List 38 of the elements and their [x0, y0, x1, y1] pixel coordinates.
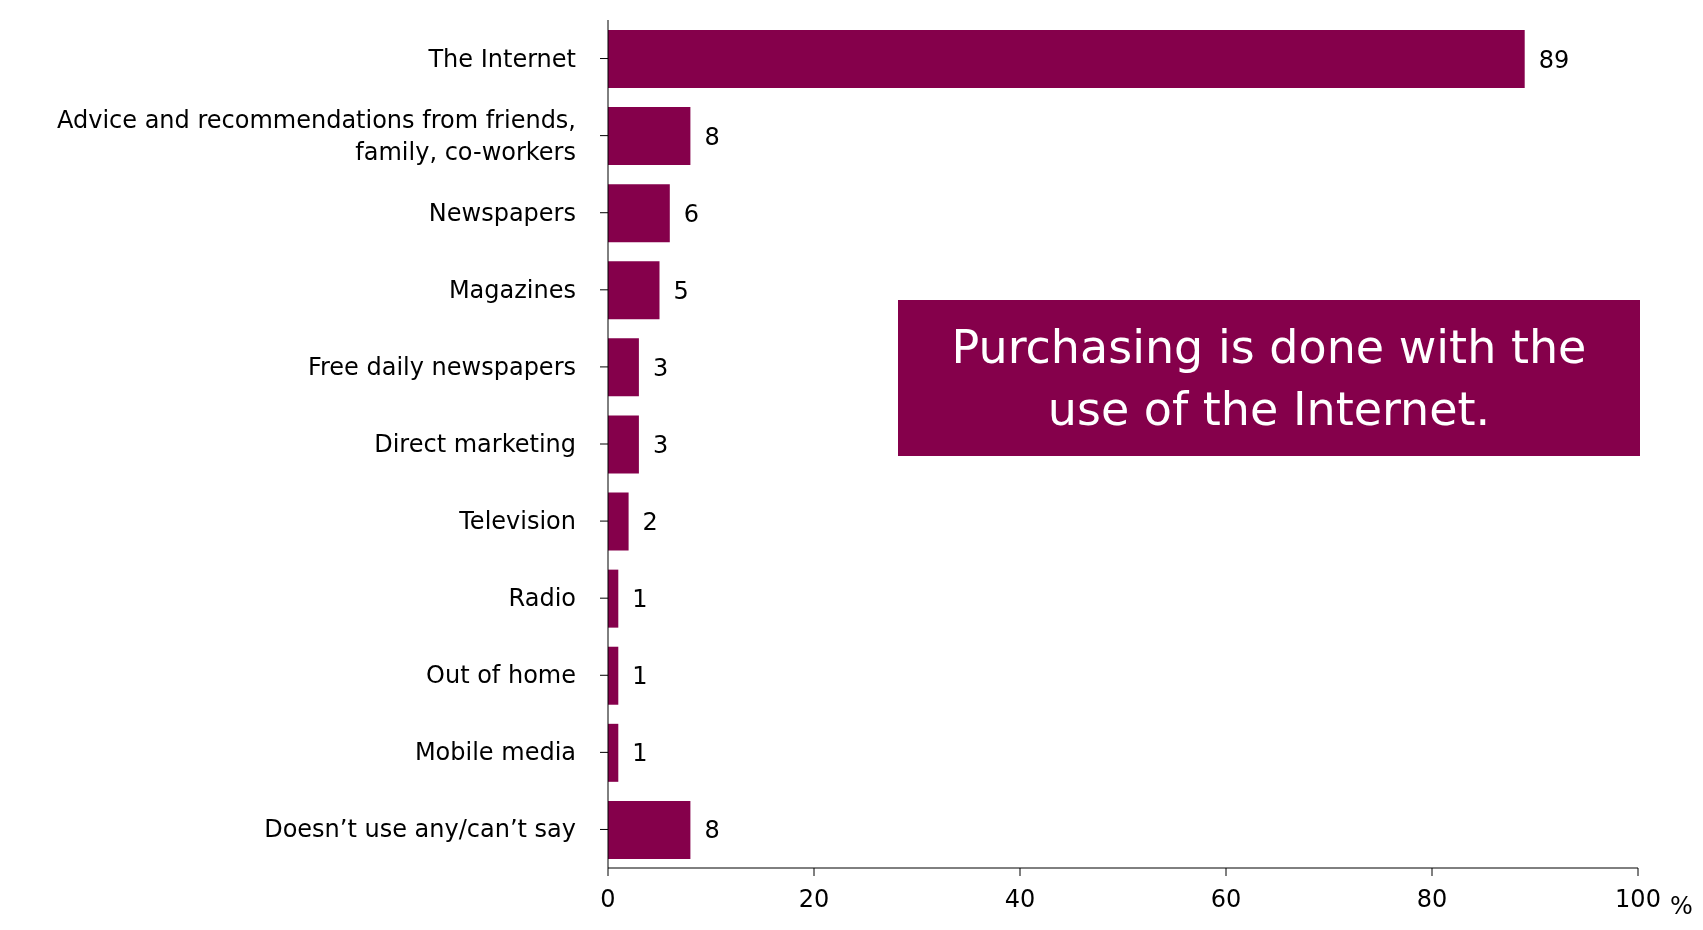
x-tick-label: 20 — [798, 885, 830, 914]
y-tick-label: Magazines — [448, 275, 576, 304]
y-tick-label: Free daily newspapers — [307, 352, 576, 381]
x-tick-label: 40 — [1004, 885, 1036, 914]
bar — [608, 492, 629, 551]
annotation: Purchasing is done with the use of the Internet. — [898, 300, 1640, 456]
data-label: 5 — [673, 276, 689, 305]
y-tick-label: Out of home — [426, 661, 576, 690]
bar — [608, 30, 1525, 88]
bar — [608, 261, 660, 320]
bar — [608, 184, 670, 243]
data-label: 1 — [632, 662, 648, 691]
data-label: 8 — [704, 816, 720, 845]
data-label: 1 — [632, 739, 648, 768]
data-label: 2 — [642, 508, 658, 537]
data-label: 6 — [683, 199, 700, 228]
data-label: 1 — [632, 585, 648, 614]
y-tick-label: Doesn’t use any/can’t say — [264, 815, 576, 844]
data-label: 3 — [652, 430, 669, 459]
y-tick-label: Newspapers — [428, 198, 576, 227]
y-tick-label: Mobile media — [414, 738, 576, 767]
x-tick-label: 60 — [1210, 885, 1242, 914]
x-tick-label: 100 — [1615, 885, 1661, 914]
y-tick-label: Advice and recommendations from friends, family, co-workers — [56, 105, 576, 166]
y-tick-label: Direct marketing — [374, 430, 576, 458]
data-label: 89 — [1538, 45, 1570, 74]
y-tick-label: Radio — [508, 584, 576, 613]
y-tick-label: Television — [458, 507, 576, 536]
bar — [608, 800, 691, 859]
bar — [608, 415, 639, 474]
data-label: 3 — [652, 353, 669, 382]
x-tick-label: 0 — [600, 885, 616, 914]
x-axis-title: % — [1670, 892, 1693, 920]
bar — [608, 338, 639, 397]
x-tick-label: 80 — [1416, 885, 1448, 914]
y-tick-label: The Internet — [427, 44, 576, 73]
bar — [608, 107, 691, 166]
data-label: 8 — [704, 122, 720, 151]
